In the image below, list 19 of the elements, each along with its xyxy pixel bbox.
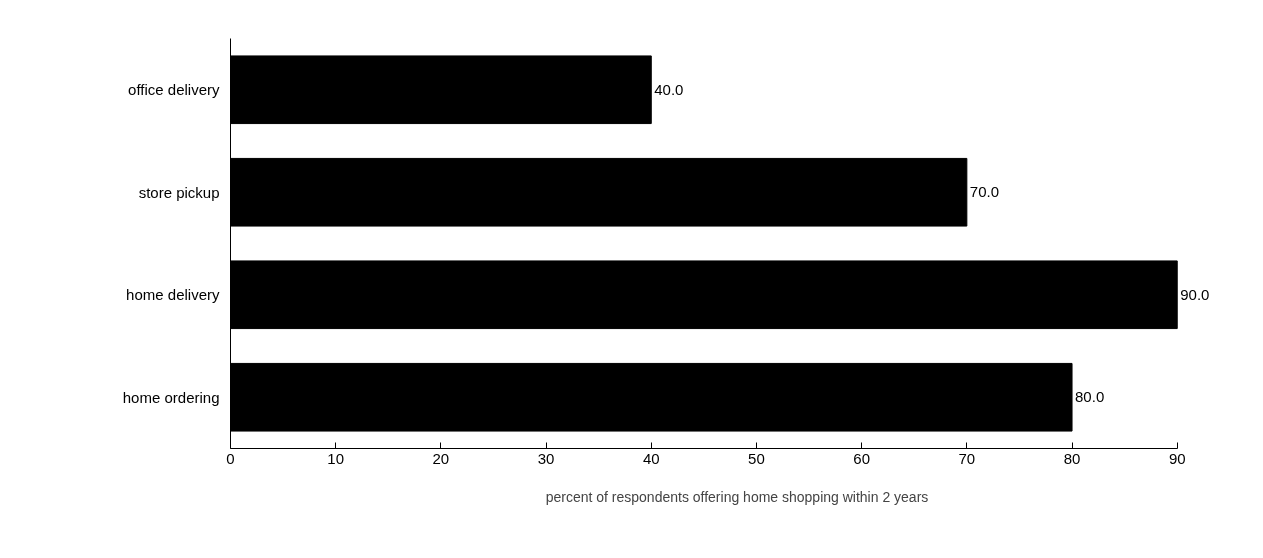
x-tick-label: 80 bbox=[1063, 449, 1081, 467]
data-label: 90.0 bbox=[1180, 285, 1210, 303]
x-tick-label: 0 bbox=[226, 449, 235, 467]
y-tick-label: home ordering bbox=[122, 388, 220, 406]
y-tick-label: store pickup bbox=[138, 183, 220, 201]
x-tick-label: 40 bbox=[642, 449, 660, 467]
data-label: 80.0 bbox=[1075, 388, 1105, 406]
x-tick-label: 60 bbox=[853, 449, 870, 467]
x-tick-label: 50 bbox=[748, 449, 765, 467]
x-tick-label: 70 bbox=[958, 449, 976, 467]
x-axis-title: percent of respondents offering home shopping within 2 years bbox=[545, 488, 929, 505]
x-tick-label: 10 bbox=[327, 449, 345, 467]
x-tick-label: 30 bbox=[537, 449, 555, 467]
x-tick-label: 90 bbox=[1168, 449, 1186, 467]
y-tick-label: office delivery bbox=[128, 81, 220, 99]
data-label: 40.0 bbox=[654, 80, 684, 98]
data-label: 70.0 bbox=[969, 183, 1000, 201]
x-tick-label: 20 bbox=[432, 449, 450, 467]
y-tick-label: home delivery bbox=[126, 286, 220, 304]
